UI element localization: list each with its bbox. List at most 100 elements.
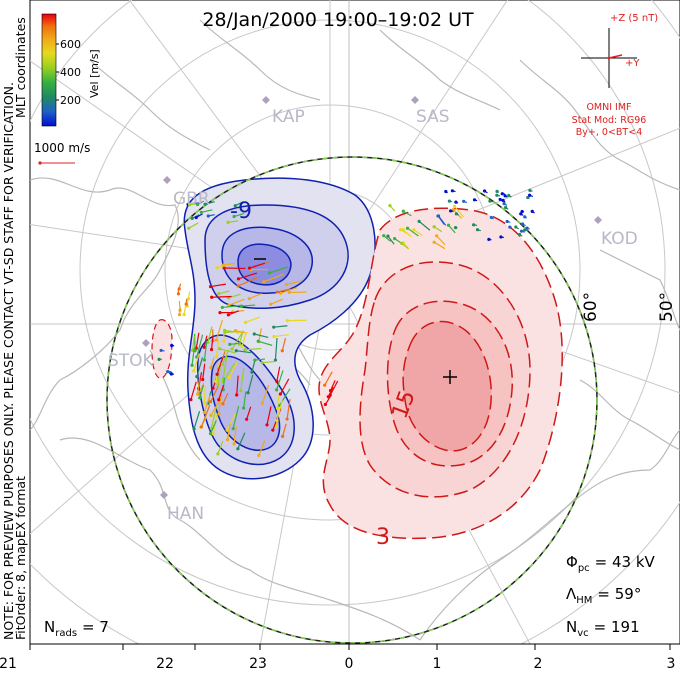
velocity-vector-origin — [523, 215, 527, 219]
velocity-vector — [210, 385, 220, 402]
velocity-vector — [262, 360, 275, 364]
velocity-vector — [203, 395, 211, 413]
velocity-vector — [210, 406, 217, 429]
velocity-vector-origin — [194, 215, 198, 220]
velocity-vector — [233, 212, 245, 218]
velocity-vector-origin — [280, 434, 285, 438]
velocity-vector-origin — [450, 189, 455, 193]
mlt-tick-0: 0 — [345, 656, 354, 672]
velocity-vector-origin — [323, 383, 327, 387]
velocity-vector — [276, 400, 283, 421]
station-marker-gbr — [163, 176, 171, 184]
velocity-vector-origin — [501, 198, 505, 202]
velocity-vector-origin — [208, 432, 213, 436]
velocity-vector — [243, 391, 247, 409]
velocity-vector-origin — [287, 290, 291, 294]
velocity-vector — [228, 310, 240, 316]
velocity-vector-origin — [199, 210, 203, 214]
velocity-vector-origin — [275, 379, 279, 383]
velocity-vector — [222, 305, 241, 309]
velocity-vector-origin — [225, 428, 229, 432]
velocity-vector-origin — [472, 198, 477, 202]
station-label-kod: KOD — [601, 229, 638, 249]
velocity-vector-origin — [269, 302, 273, 306]
colorbar-label: Vel [m/s] — [88, 49, 101, 98]
mlt-tick-2: 2 — [534, 656, 543, 672]
velocity-vector-origin — [487, 237, 491, 241]
velocity-vector-origin — [177, 313, 182, 317]
velocity-vector — [202, 363, 206, 380]
velocity-vector-origin — [210, 295, 214, 299]
velocity-vector-origin — [243, 348, 247, 352]
velocity-vector — [233, 425, 237, 444]
velocity-vector-origin — [285, 417, 289, 421]
velocity-vector-origin — [530, 209, 534, 213]
velocity-vector-origin — [436, 214, 440, 218]
velocity-vector-origin — [519, 229, 524, 233]
velocity-vector-origin — [272, 334, 276, 339]
velocity-vector-origin — [519, 212, 523, 216]
velocity-vector — [276, 394, 280, 409]
station-marker-stok — [142, 339, 150, 347]
velocity-vector-origin — [495, 189, 499, 193]
velocity-vector-origin — [202, 358, 207, 362]
velocity-vector — [286, 399, 291, 420]
colorbar-tick-400: 400 — [60, 66, 81, 79]
velocity-vector — [246, 406, 252, 420]
velocity-vector-origin — [159, 348, 163, 353]
velocity-vector-origin — [184, 302, 188, 306]
velocity-vector-origin — [169, 372, 173, 376]
velocity-vector-origin — [452, 204, 457, 208]
velocity-vector — [201, 209, 213, 213]
velocity-vector-origin — [245, 417, 249, 421]
velocity-vector — [210, 283, 227, 288]
velocity-vector-origin — [260, 401, 264, 405]
velocity-vector-origin — [284, 282, 289, 287]
velocity-vector-origin — [192, 427, 196, 431]
velocity-vector-origin — [449, 209, 453, 213]
velocity-vector-origin — [223, 328, 227, 333]
velocity-vector — [448, 224, 456, 234]
heppner-maynard-boundary — [106, 156, 598, 644]
station-marker-kap — [262, 96, 270, 104]
stat-phi-pc: Φpc = 43 kV — [566, 553, 656, 574]
velocity-vector — [190, 381, 197, 400]
velocity-vector-origin — [432, 225, 436, 229]
velocity-vector — [203, 386, 206, 404]
velocity-vector-origin — [495, 193, 499, 197]
mlt-tick-3: 3 — [667, 656, 676, 672]
velocity-vector — [211, 295, 232, 298]
velocity-vector-origin — [176, 292, 181, 296]
velocity-vector — [273, 334, 289, 338]
velocity-vector-origin — [217, 292, 221, 296]
velocity-vector-origin — [206, 214, 210, 218]
velocity-vector-origin — [196, 392, 200, 396]
latitude-label-60: 60° — [581, 292, 601, 322]
velocity-vector-origin — [209, 347, 214, 352]
velocity-vector-origin — [275, 419, 279, 423]
map-statistics: Φpc = 43 kV ΛHM = 59° Nvc = 191 Nrads = 7 — [44, 553, 656, 639]
velocity-vector-origin — [215, 266, 219, 270]
velocity-vector-origin — [222, 266, 226, 270]
velocity-vector-origin — [502, 202, 506, 206]
side-note-line2: FitOrder: 8, mapEX format — [13, 476, 28, 640]
velocity-vector — [436, 235, 446, 246]
velocity-vector — [329, 380, 339, 396]
side-note-line3: MLT coordinates — [13, 17, 28, 118]
velocity-vector — [203, 341, 208, 361]
velocity-vector-origin — [528, 193, 532, 197]
velocity-vector — [215, 340, 220, 357]
velocity-vector — [226, 423, 231, 440]
velocity-vector — [209, 420, 217, 434]
velocity-vector-origin — [271, 428, 275, 432]
velocity-vector-origin — [454, 200, 458, 204]
velocity-vector-origin — [232, 214, 236, 219]
velocity-vector-origin — [250, 370, 254, 374]
velocity-vector — [251, 359, 256, 373]
velocity-vector — [276, 370, 284, 391]
velocity-vector-origin — [190, 216, 194, 220]
velocity-vector-origin — [500, 192, 504, 196]
velocity-vector-origin — [198, 396, 202, 400]
